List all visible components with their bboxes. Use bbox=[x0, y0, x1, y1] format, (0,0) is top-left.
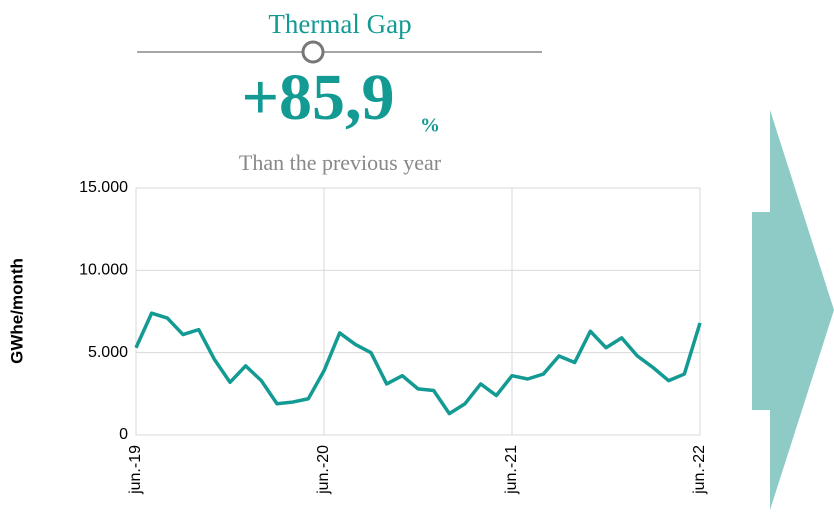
y-axis-label: GWhe/month bbox=[7, 258, 26, 364]
x-tick-label: jun.-19 bbox=[127, 445, 144, 495]
x-tick-label: jun.-20 bbox=[315, 445, 332, 495]
plot-area bbox=[135, 187, 701, 436]
y-tick-label: 0 bbox=[119, 426, 128, 443]
arrow bbox=[752, 110, 834, 510]
x-tick-label: jun.-22 bbox=[691, 445, 708, 495]
y-tick-label: 10.000 bbox=[79, 262, 128, 279]
x-tick-label: jun.-21 bbox=[503, 445, 520, 495]
line-series bbox=[134, 311, 702, 416]
title: Thermal Gap bbox=[268, 9, 411, 39]
y-tick-label: 5.000 bbox=[88, 344, 128, 361]
kpi-value: +85,9 bbox=[241, 61, 394, 134]
subtitle: Than the previous year bbox=[239, 150, 442, 175]
y-tick-label: 15.000 bbox=[79, 179, 128, 196]
kpi-unit: % bbox=[420, 115, 440, 137]
slider-knob bbox=[301, 40, 325, 64]
